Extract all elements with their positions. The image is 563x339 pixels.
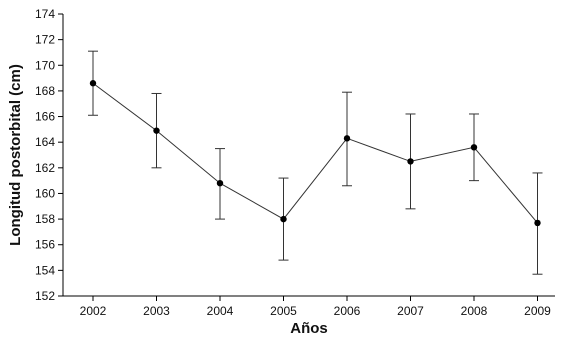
y-tick-label: 152 (35, 289, 55, 303)
x-tick-label: 2005 (270, 304, 297, 318)
x-axis-title: Años (290, 320, 328, 337)
y-tick-label: 162 (35, 161, 55, 175)
y-tick-label: 164 (35, 135, 55, 149)
x-tick-label: 2003 (143, 304, 170, 318)
y-axis-ticks: 152 154 156 158 160 162 164 166 168 170 172 174 (35, 7, 63, 303)
data-points (89, 80, 541, 227)
y-tick-label: 168 (35, 84, 55, 98)
x-tick-label: 2007 (397, 304, 424, 318)
y-tick-label: 158 (35, 212, 55, 226)
data-point (407, 158, 414, 165)
x-tick-label: 2002 (80, 304, 107, 318)
data-point (534, 219, 541, 227)
y-axis-title: Longitud postorbital (cm) (7, 64, 24, 246)
x-tick-label: 2009 (524, 304, 551, 318)
y-tick-label: 166 (35, 110, 55, 124)
data-point (343, 135, 351, 142)
y-tick-label: 160 (35, 186, 55, 200)
error-bars (88, 50, 543, 275)
x-tick-label: 2008 (461, 304, 488, 318)
series-line (92, 82, 538, 224)
y-tick-label: 154 (35, 263, 55, 277)
data-point (470, 144, 478, 151)
y-tick-label: 174 (35, 7, 55, 21)
data-point (280, 215, 287, 223)
x-tick-label: 2004 (207, 304, 234, 318)
y-tick-label: 170 (35, 58, 55, 72)
y-tick-label: 156 (35, 238, 55, 252)
data-point (216, 180, 224, 187)
data-point (89, 80, 97, 87)
x-axis-ticks: 2002 2003 2004 2005 2006 2007 2008 2009 (80, 296, 551, 318)
x-tick-label: 2006 (334, 304, 361, 318)
y-tick-label: 172 (35, 33, 55, 47)
data-point (153, 127, 160, 134)
